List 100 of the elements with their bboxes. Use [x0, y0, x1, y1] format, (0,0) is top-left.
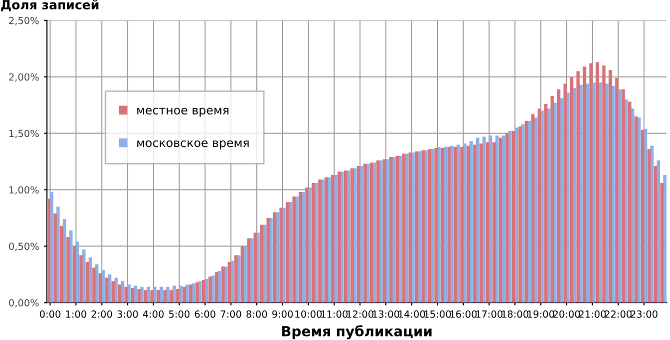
bar [366, 164, 370, 303]
bar [663, 175, 667, 303]
bar [120, 281, 124, 303]
bar [195, 282, 199, 303]
bar [386, 159, 389, 303]
bar [176, 289, 180, 303]
bar [656, 160, 660, 303]
bar [150, 290, 154, 303]
bar [463, 143, 466, 303]
bar [114, 278, 118, 303]
bar [402, 154, 406, 303]
bar [98, 273, 102, 303]
bar [228, 262, 232, 303]
bar [586, 84, 590, 303]
bar [312, 182, 316, 303]
bar [105, 278, 108, 303]
bar [398, 156, 402, 303]
bar [286, 202, 290, 303]
x-tick-label: 17:00 [476, 310, 502, 318]
bar [579, 84, 583, 303]
bar [647, 149, 651, 303]
bar [240, 246, 244, 303]
bar [86, 262, 90, 303]
bar [244, 246, 247, 303]
bar [260, 224, 264, 303]
bar [521, 124, 525, 303]
bar [372, 162, 376, 303]
y-tick-label: 1,00% [9, 186, 39, 195]
bar [622, 89, 625, 303]
bar [218, 270, 222, 303]
bar [482, 136, 486, 303]
bar [363, 164, 367, 303]
bar [470, 141, 473, 303]
bar [440, 148, 444, 303]
bar [344, 170, 348, 303]
y-tick-label: 2,50% [9, 16, 39, 26]
bar [302, 192, 306, 303]
x-axis-title: Время публикации [282, 325, 432, 340]
bar [124, 286, 128, 303]
x-tick-label: 13:00 [372, 310, 400, 318]
x-tick-label: 18:00 [502, 310, 528, 318]
bar [524, 120, 528, 303]
bar [254, 232, 257, 303]
bar [396, 156, 399, 303]
bar [92, 268, 96, 303]
bar [518, 126, 522, 303]
bar [538, 108, 541, 303]
bar [557, 89, 560, 303]
bar [514, 128, 518, 303]
bar [234, 255, 238, 303]
bar [272, 212, 276, 303]
bar [262, 224, 266, 303]
bar [202, 280, 206, 303]
bar [437, 146, 441, 303]
bar [108, 274, 112, 303]
bar [392, 156, 396, 303]
bar [338, 172, 341, 303]
bar [305, 187, 309, 303]
bar [547, 108, 550, 303]
bar [598, 82, 602, 303]
bar [295, 196, 299, 303]
bar [628, 102, 632, 303]
bar [550, 96, 554, 303]
bar [618, 89, 622, 303]
bar [456, 144, 460, 303]
bar [624, 99, 628, 303]
x-tick-label: 15:00 [424, 310, 451, 318]
x-tick-label: 14:00 [398, 310, 426, 318]
bar [447, 146, 451, 303]
bar [308, 187, 312, 303]
bar [266, 218, 270, 303]
bar [47, 198, 50, 303]
x-tick-label: 19:00 [528, 310, 554, 318]
bar [531, 114, 535, 303]
bar [146, 286, 150, 303]
x-tick-label: 3:00 [117, 310, 138, 318]
bar [376, 160, 380, 303]
bar [360, 166, 364, 303]
x-tick-label: 8:00 [246, 310, 267, 318]
bar [185, 284, 189, 303]
bar [192, 283, 196, 303]
bar [570, 76, 574, 303]
bar [592, 82, 596, 303]
bar [450, 146, 454, 303]
bar [553, 102, 557, 303]
bar [473, 144, 476, 303]
bar [589, 63, 593, 303]
x-tick-label: 12:00 [347, 310, 374, 318]
bar [540, 110, 544, 303]
x-tick-label: 7:00 [220, 310, 242, 318]
bar [328, 177, 331, 303]
bar [144, 290, 148, 303]
bar [208, 276, 212, 303]
bar [182, 286, 186, 303]
y-tick-label: 0,00% [9, 299, 39, 308]
x-tick-label: 6:00 [194, 310, 216, 318]
bar [408, 152, 412, 303]
bar [72, 246, 76, 303]
bar [53, 213, 57, 303]
bar [582, 66, 586, 303]
